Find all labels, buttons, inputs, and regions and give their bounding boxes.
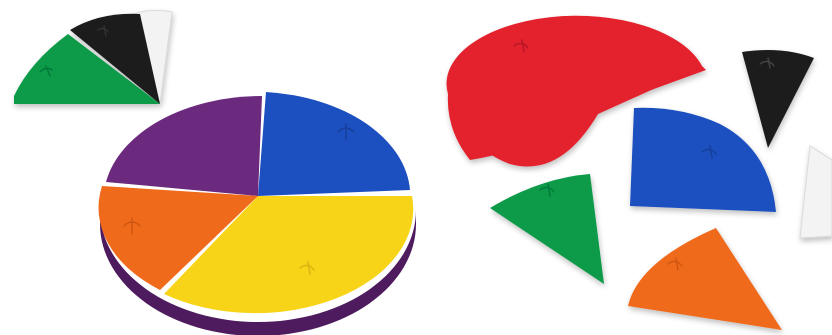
fraction-circle-center xyxy=(98,92,416,335)
white-wedge-right xyxy=(799,145,832,239)
fraction-mark-icon xyxy=(539,183,555,197)
fraction-mark-icon xyxy=(513,39,529,53)
fraction-mark-icon xyxy=(701,145,717,159)
black-wedge xyxy=(70,13,160,104)
purple-slice xyxy=(106,95,262,196)
green-wedge-middle xyxy=(490,174,604,284)
black-wedge-piece xyxy=(742,50,814,148)
blue-quarter xyxy=(630,107,776,212)
fraction-mark-icon xyxy=(97,25,109,37)
black-wedge-right xyxy=(742,50,814,148)
stacked-wedges-top-left xyxy=(14,9,173,105)
green-wedge xyxy=(14,34,160,104)
yellow-slice xyxy=(164,196,414,314)
blue-slice xyxy=(258,92,410,196)
fraction-mark-icon xyxy=(299,261,315,275)
orange-wedge-bottom xyxy=(628,228,782,330)
fraction-mark-icon xyxy=(39,65,53,77)
blue-quarter-piece xyxy=(630,107,776,212)
fraction-mark-icon xyxy=(337,123,355,141)
fraction-mark-icon xyxy=(759,57,775,69)
fraction-mark-icon xyxy=(667,257,683,271)
orange-slice xyxy=(98,186,259,290)
green-wedge-piece xyxy=(490,174,604,284)
white-wedge-piece xyxy=(799,145,832,239)
red-half-circle xyxy=(446,15,706,167)
fraction-mark-icon xyxy=(123,217,141,235)
orange-wedge-piece xyxy=(628,228,782,330)
